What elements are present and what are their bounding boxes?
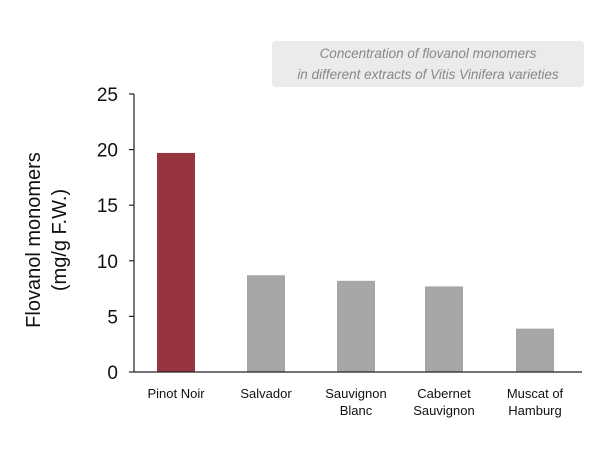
category-label: Pinot Noir: [147, 386, 205, 401]
category-label: Salvador: [240, 386, 292, 401]
chart-title-line: Concentration of flovanol monomers: [320, 46, 537, 61]
bar: [247, 275, 285, 372]
category-label: Hamburg: [508, 403, 561, 418]
chart-title-line: in different extracts of Vitis Vinifera …: [297, 67, 559, 82]
bars: [157, 152, 554, 372]
y-tick-label: 0: [107, 363, 118, 384]
category-label: Cabernet: [417, 386, 471, 401]
category-label: Blanc: [340, 403, 373, 418]
y-tick-label: 10: [97, 252, 118, 273]
title-box: [272, 41, 584, 87]
y-axis-label-line: (mg/g F.W.): [49, 189, 71, 291]
category-label: Muscat of: [507, 386, 564, 401]
y-tick-label: 15: [97, 196, 118, 217]
y-tick-label: 20: [97, 141, 118, 162]
y-tick-label: 25: [97, 85, 118, 106]
y-axis-ticks: 0 5 10 15 20 25: [97, 85, 134, 384]
x-axis-categories: Pinot Noir Salvador Sauvignon Blanc Cabernet…: [147, 386, 563, 418]
chart-title: Concentration of flovanol monomers in dif…: [297, 46, 559, 82]
bar: [425, 286, 463, 372]
y-axis-label-line: Flovanol monomers: [23, 152, 45, 328]
category-label: Sauvignon: [325, 386, 386, 401]
bar: [516, 328, 554, 372]
category-label: Sauvignon: [413, 403, 474, 418]
bar: [157, 152, 195, 372]
y-tick-label: 5: [107, 307, 118, 328]
bar: [337, 280, 375, 372]
y-axis-label: Flovanol monomers (mg/g F.W.): [23, 152, 71, 328]
